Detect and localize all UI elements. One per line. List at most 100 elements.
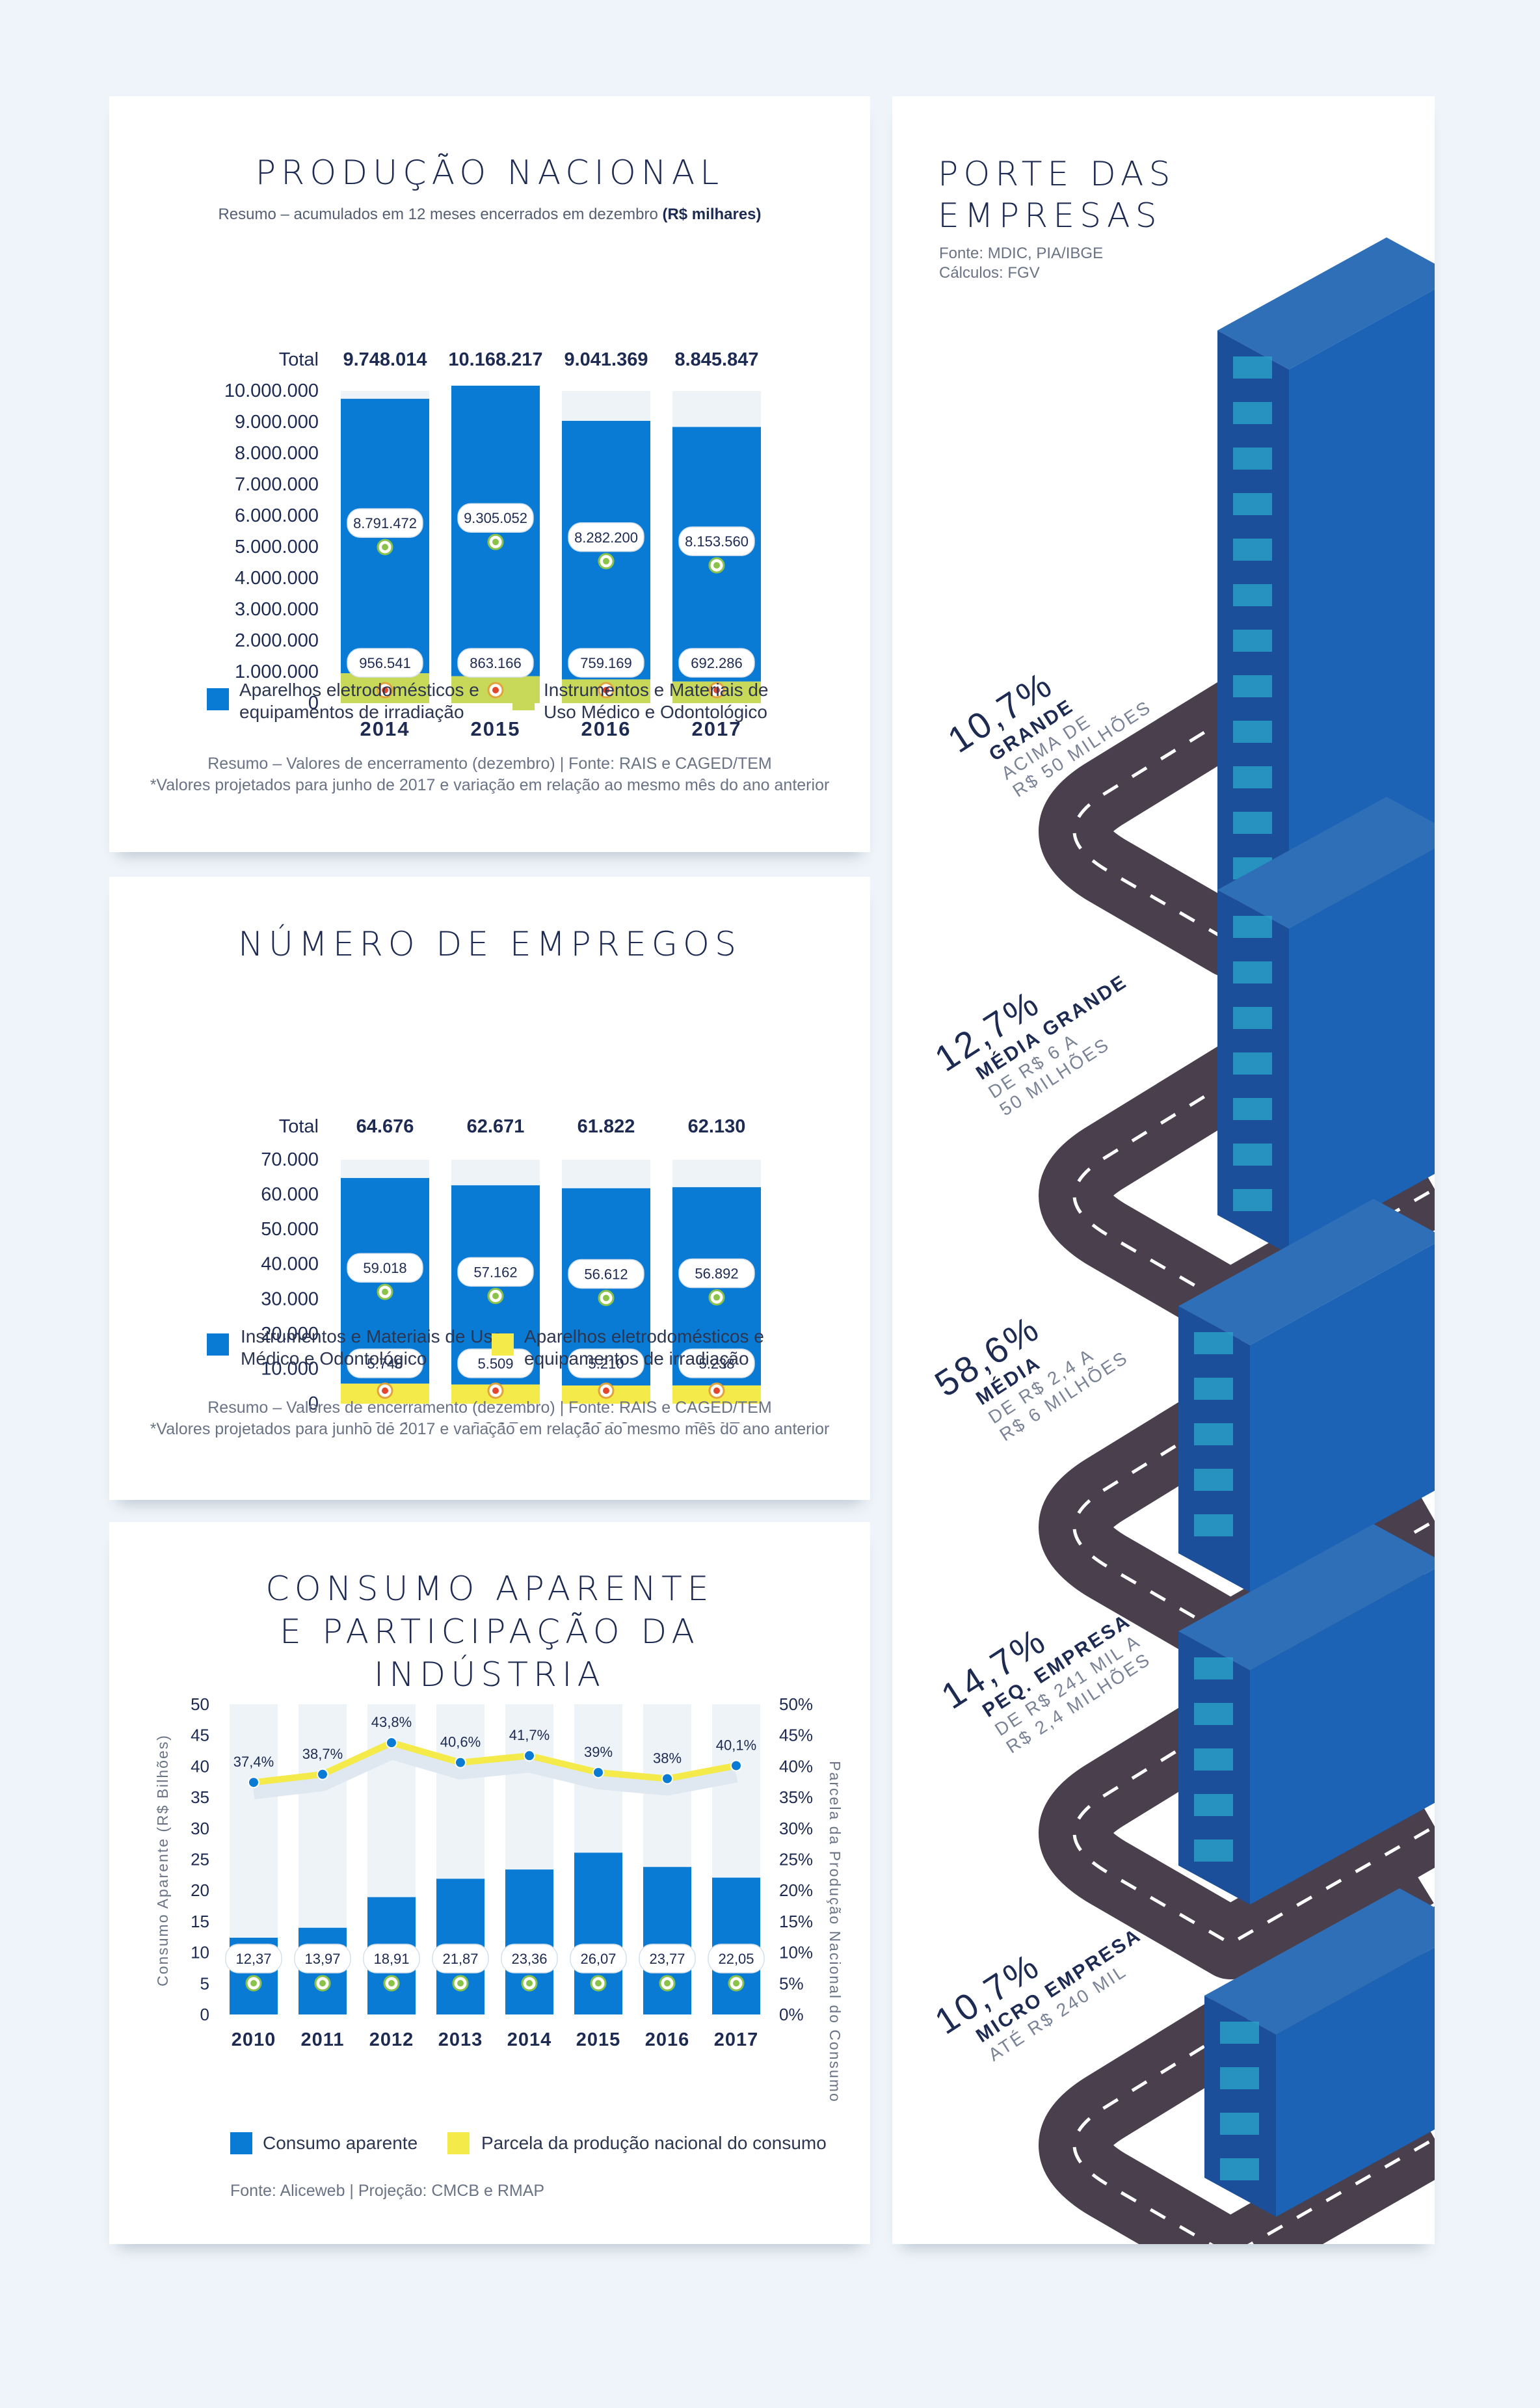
building-media-grande-window bbox=[1233, 1007, 1272, 1029]
building-media-grande-front bbox=[1289, 848, 1435, 1254]
bar-2014 bbox=[505, 1869, 553, 2014]
building-media-grande-window bbox=[1233, 961, 1272, 983]
legend-swatch-instrumentos-emp bbox=[207, 1333, 229, 1356]
line-shadow bbox=[252, 1744, 738, 1800]
road-media-grande-dashes bbox=[1072, 953, 1435, 1308]
label-bar-2016: 23,77 bbox=[649, 1951, 685, 1967]
producao-chart: 0 1.000.000 2.000.000 3.000.000 4.000.000 5.0… bbox=[224, 349, 761, 740]
label-bar-2016-bg bbox=[639, 1944, 696, 1973]
label-bar-2012-bg bbox=[363, 1944, 420, 1973]
y2-tick-label: 35% bbox=[779, 1787, 813, 1807]
label-2014-secondary-bg bbox=[347, 648, 423, 678]
y2-tick-label: 40% bbox=[779, 1756, 813, 1776]
building-media-window bbox=[1194, 1469, 1233, 1491]
label-bar-2012: 18,91 bbox=[373, 1951, 409, 1967]
building-grande-window bbox=[1233, 721, 1272, 743]
legend-label-aparelhos: Aparelhos eletrodomésticos e equipamento… bbox=[239, 680, 479, 722]
marker-2016-secondary bbox=[603, 687, 609, 693]
line-point-2016 bbox=[661, 1773, 673, 1785]
building-micro-front bbox=[1276, 1947, 1435, 2217]
building-grande-window bbox=[1233, 402, 1272, 424]
x-tick-2016: 2016 bbox=[581, 717, 631, 740]
y-tick-label: 35 bbox=[191, 1787, 209, 1807]
total-label: Total bbox=[279, 1116, 319, 1137]
y-tick-label: 3.000.000 bbox=[235, 599, 319, 620]
label-2016-secondary: 5.210 bbox=[588, 1356, 624, 1372]
legend-swatch-instrumentos bbox=[512, 688, 535, 710]
marker-bar-2016 bbox=[664, 1980, 670, 1987]
line-point-2014 bbox=[524, 1750, 535, 1762]
legend-label-consumo: Consumo aparente bbox=[263, 2133, 418, 2153]
y-tick-label: 15 bbox=[191, 1912, 209, 1931]
x-tick-2016: 2016 bbox=[645, 2029, 690, 2050]
y-tick-label: 30 bbox=[191, 1819, 209, 1838]
marker-bar-2013 bbox=[457, 1980, 464, 1987]
y-tick-label: 7.000.000 bbox=[235, 474, 319, 495]
building-media-window bbox=[1194, 1423, 1233, 1445]
building-media-roof bbox=[1178, 1199, 1435, 1345]
building-grande-window bbox=[1233, 539, 1272, 561]
marker-2015-secondary bbox=[492, 687, 499, 693]
marker-2016-secondary bbox=[603, 1387, 609, 1394]
y2-tick-label: 25% bbox=[779, 1850, 813, 1869]
label-2015-primary: 9.305.052 bbox=[464, 510, 527, 526]
legend-label-instrumentos: Instrumentos e Materiais de Uso Médico e… bbox=[544, 680, 769, 722]
building-grande-roof bbox=[1217, 237, 1435, 369]
porte-calc: Cálculos: FGV bbox=[939, 264, 1040, 282]
marker-2017-primary bbox=[713, 562, 720, 569]
y-tick-label: 45 bbox=[191, 1726, 209, 1745]
building-media-grande-window bbox=[1233, 1144, 1272, 1166]
label-bar-2013: 21,87 bbox=[442, 1951, 478, 1967]
label-bar-2017-bg bbox=[708, 1944, 765, 1973]
y2-tick-label: 15% bbox=[779, 1912, 813, 1931]
building-media-grande-window bbox=[1233, 916, 1272, 938]
label-2014-secondary: 956.541 bbox=[359, 655, 411, 671]
label-2016-secondary-bg bbox=[568, 1348, 644, 1378]
consumo-panel: CONSUMO APARENTE E PARTICIPAÇÃO DA INDÚS… bbox=[109, 1522, 870, 2244]
label-2014-secondary-bg bbox=[347, 1348, 423, 1378]
building-grande-window bbox=[1233, 448, 1272, 470]
y-tick-label: 5 bbox=[200, 1973, 209, 1993]
line-point-2017 bbox=[730, 1759, 742, 1772]
bar-2016 bbox=[643, 1867, 691, 2014]
legend-swatch-aparelhos bbox=[207, 688, 229, 710]
x-tick-2015: 2015 bbox=[576, 2029, 621, 2050]
y-tick-label: 8.000.000 bbox=[235, 443, 319, 464]
road-media-dashes bbox=[1072, 1285, 1435, 1640]
y-tick-label: 10.000 bbox=[261, 1358, 319, 1379]
label-2014-primary-bg bbox=[347, 1253, 423, 1283]
building-grande-window bbox=[1233, 675, 1272, 697]
y2-tick-label: 45% bbox=[779, 1726, 813, 1745]
consumo-note: Fonte: Aliceweb | Projeção: CMCB e RMAP bbox=[230, 2182, 545, 2200]
marker-2015-secondary bbox=[492, 1387, 499, 1394]
line-point-2011 bbox=[317, 1768, 328, 1780]
porte-panel: 10,7% GRANDE ACIMA DE R$ 50 MILHÕES 12,7% MÉD… bbox=[892, 96, 1435, 2244]
y-tick-label: 0 bbox=[200, 2005, 209, 2024]
label-2016-primary: 8.282.200 bbox=[574, 529, 638, 546]
legend-label-parcela: Parcela da produção nacional do consumo bbox=[481, 2133, 827, 2153]
legend-label-instrumentos-emp: Instrumentos e Materiais de Uso Médico e… bbox=[241, 1326, 503, 1369]
line-point-2015 bbox=[592, 1766, 604, 1778]
building-grande-window bbox=[1233, 766, 1272, 788]
label-2017-primary: 8.153.560 bbox=[685, 533, 749, 550]
y-tick-label: 2.000.000 bbox=[235, 630, 319, 651]
label-bar-2011-bg bbox=[294, 1944, 351, 1973]
line-label-2015: 39% bbox=[584, 1744, 613, 1760]
marker-2017-primary bbox=[713, 1294, 720, 1301]
building-grande-window bbox=[1233, 584, 1272, 606]
line-point-2010 bbox=[248, 1776, 259, 1789]
building-micro-window bbox=[1220, 2067, 1259, 2089]
building-pequena-window bbox=[1194, 1748, 1233, 1771]
label-bar-2014: 23,36 bbox=[511, 1951, 547, 1967]
marker-2014-secondary bbox=[382, 687, 388, 693]
building-pequena-window bbox=[1194, 1657, 1233, 1679]
road-micro-dashes bbox=[1072, 1903, 1435, 2244]
x-tick-2014: 2014 bbox=[507, 2029, 552, 2050]
label-bar-2015: 26,07 bbox=[580, 1951, 616, 1967]
y-tick-label: 20.000 bbox=[261, 1324, 319, 1344]
building-media-grande-window bbox=[1233, 1052, 1272, 1075]
building-media-grande-window bbox=[1233, 1098, 1272, 1120]
legend-label-aparelhos-emp: Aparelhos eletrodomésticos e equipamento… bbox=[524, 1326, 764, 1369]
